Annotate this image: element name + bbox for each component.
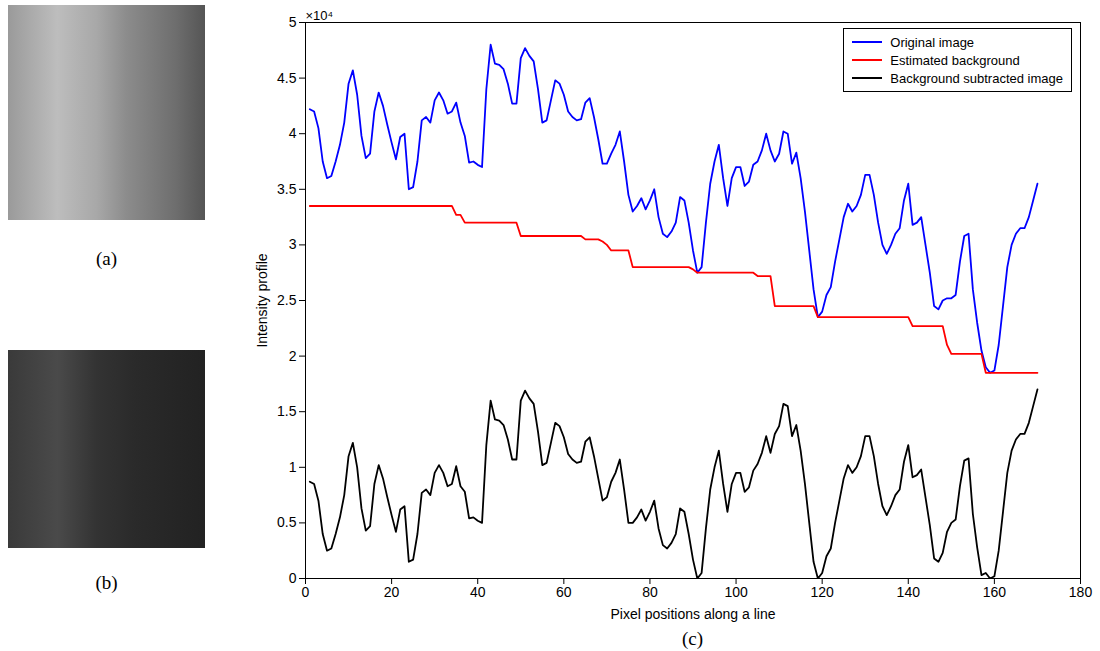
svg-text:1: 1 — [289, 459, 297, 475]
svg-text:0: 0 — [302, 584, 310, 600]
svg-text:1.5: 1.5 — [277, 403, 297, 419]
svg-text:160: 160 — [983, 584, 1007, 600]
svg-text:40: 40 — [470, 584, 486, 600]
html-text:Background subtracted image: Background subtracted image — [890, 70, 1063, 86]
svg-text:5: 5 — [289, 14, 297, 30]
svg-text:100: 100 — [724, 584, 748, 600]
svg-text:0.5: 0.5 — [277, 514, 297, 530]
svg-text:180: 180 — [1069, 584, 1093, 600]
html-text:(a): (a) — [96, 248, 117, 269]
svg-text:2.5: 2.5 — [277, 292, 297, 308]
svg-text:0: 0 — [289, 570, 297, 586]
html-text:(c): (c) — [682, 628, 703, 649]
svg-text:×10⁴: ×10⁴ — [306, 8, 334, 23]
svg-text:Pixel positions along a line: Pixel positions along a line — [611, 606, 776, 622]
svg-text:3: 3 — [289, 236, 297, 252]
svg-text:120: 120 — [810, 584, 834, 600]
html-text:Estimated background: Estimated background — [890, 52, 1020, 68]
svg-text:4: 4 — [289, 125, 297, 141]
html-text:Original image: Original image — [890, 34, 975, 50]
svg-text:20: 20 — [384, 584, 400, 600]
svg-text:4.5: 4.5 — [277, 70, 297, 86]
svg-text:80: 80 — [642, 584, 658, 600]
svg-text:Intensity profile: Intensity profile — [254, 253, 270, 347]
svg-text:3.5: 3.5 — [277, 181, 297, 197]
svg-text:2: 2 — [289, 348, 297, 364]
html-text:(b): (b) — [95, 572, 118, 593]
svg-text:60: 60 — [556, 584, 572, 600]
svg-text:140: 140 — [897, 584, 921, 600]
